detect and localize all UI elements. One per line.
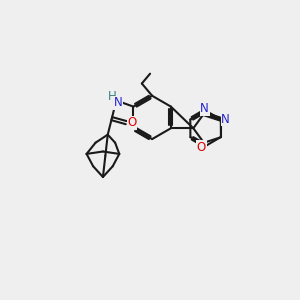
Text: O: O <box>127 116 136 129</box>
Text: H: H <box>107 91 116 103</box>
Text: N: N <box>221 113 230 126</box>
Text: O: O <box>197 141 206 154</box>
Text: N: N <box>114 96 122 109</box>
Text: N: N <box>200 103 209 116</box>
